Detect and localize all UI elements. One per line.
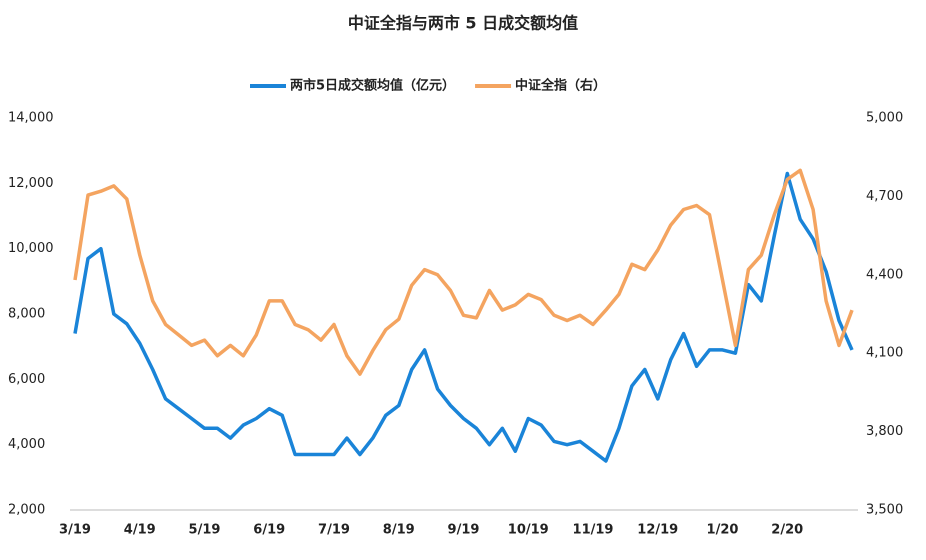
series-line — [73, 171, 854, 463]
x-tick-label: 11/19 — [573, 523, 614, 538]
y-tick-label: 10,000 — [8, 241, 54, 256]
x-tick-label: 12/19 — [637, 523, 678, 538]
series-line — [73, 168, 854, 376]
y2-tick-label: 4,700 — [866, 189, 903, 204]
x-tick-label: 5/19 — [189, 523, 221, 538]
chart-title: 中证全指与两市 5 日成交额均值 — [348, 14, 578, 33]
y-tick-label: 12,000 — [8, 176, 54, 191]
x-tick-label: 9/19 — [448, 523, 480, 538]
legend-label: 两市5日成交额均值（亿元） — [290, 78, 455, 94]
y2-tick-label: 5,000 — [866, 111, 903, 126]
x-tick-label: 1/20 — [707, 523, 739, 538]
x-tick-label: 10/19 — [508, 523, 549, 538]
legend-label: 中证全指（右） — [515, 78, 606, 94]
y2-tick-label: 4,400 — [866, 267, 903, 282]
y2-tick-label: 3,500 — [866, 503, 903, 518]
x-tick-label: 2/20 — [771, 523, 803, 538]
x-tick-label: 8/19 — [383, 523, 415, 538]
y-tick-label: 4,000 — [8, 437, 45, 452]
y2-tick-label: 4,100 — [866, 346, 903, 361]
x-tick-label: 3/19 — [59, 523, 91, 538]
y2-tick-label: 3,800 — [866, 424, 903, 439]
y-tick-label: 2,000 — [8, 503, 45, 518]
y-tick-label: 14,000 — [8, 111, 54, 126]
x-tick-label: 7/19 — [318, 523, 350, 538]
y-tick-label: 8,000 — [8, 307, 45, 322]
y-tick-label: 6,000 — [8, 372, 45, 387]
x-tick-label: 6/19 — [253, 523, 285, 538]
x-tick-label: 4/19 — [124, 523, 156, 538]
